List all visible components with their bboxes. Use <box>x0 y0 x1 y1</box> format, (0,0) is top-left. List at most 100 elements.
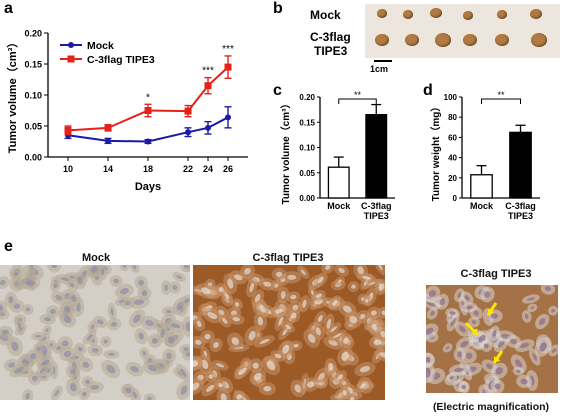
nucleus <box>183 265 189 269</box>
nucleus <box>490 313 499 319</box>
nucleus <box>216 363 225 368</box>
y-tick-label: 0.05 <box>24 122 42 132</box>
nucleus <box>494 383 501 390</box>
nucleus <box>183 347 189 351</box>
scale-bar <box>374 60 392 62</box>
nucleus <box>285 324 292 330</box>
photo-row-label-tipe3-line1: C-3flag <box>310 30 351 44</box>
nucleus <box>30 353 37 359</box>
nucleus <box>307 333 316 343</box>
x-tick-label: 10 <box>63 164 73 174</box>
tumor-sample <box>463 34 477 46</box>
tumor-photo <box>365 4 560 58</box>
nucleus <box>551 309 555 313</box>
nucleus <box>263 281 272 287</box>
nucleus <box>539 318 546 325</box>
category-label: C-3flag <box>505 201 536 211</box>
nucleus <box>471 320 477 325</box>
nucleus <box>449 376 454 380</box>
nucleus <box>342 390 347 396</box>
nucleus <box>465 352 473 360</box>
nucleus <box>70 383 77 392</box>
nucleus <box>510 338 517 345</box>
nucleus <box>2 329 9 335</box>
nucleus <box>172 285 178 291</box>
nucleus <box>263 385 272 392</box>
nucleus <box>55 294 62 301</box>
nucleus <box>0 304 4 311</box>
nucleus <box>361 276 372 280</box>
nucleus <box>483 343 489 349</box>
nucleus <box>359 366 371 373</box>
nucleus <box>147 364 157 372</box>
nucleus <box>231 337 240 345</box>
nucleus <box>145 319 154 327</box>
nucleus <box>63 350 72 357</box>
nucleus <box>379 352 385 359</box>
panel-label-e: e <box>4 238 13 255</box>
nucleus <box>330 326 338 333</box>
nucleus <box>50 308 56 315</box>
nucleus <box>530 306 535 310</box>
nucleus <box>82 391 87 397</box>
nucleus <box>13 272 19 277</box>
nucleus <box>293 343 299 348</box>
tumor-sample <box>463 11 473 20</box>
nucleus <box>337 279 342 283</box>
nucleus <box>97 319 104 325</box>
nucleus <box>238 367 247 376</box>
nucleus <box>70 295 77 303</box>
bar-mock <box>470 174 493 199</box>
y-tick-label: 0 <box>453 194 458 203</box>
y-tick-label: 0.20 <box>299 93 315 102</box>
nucleus <box>120 287 129 295</box>
significance-mark: * <box>146 92 150 103</box>
nucleus <box>287 274 297 280</box>
nucleus <box>465 305 473 310</box>
nucleus <box>8 362 15 368</box>
nucleus <box>520 378 528 385</box>
nucleus <box>110 321 118 327</box>
nucleus <box>77 346 83 352</box>
tumor-sample <box>377 9 387 18</box>
nucleus <box>317 276 324 284</box>
nucleus <box>185 321 190 332</box>
nucleus <box>377 265 383 271</box>
nucleus <box>236 394 242 400</box>
nucleus <box>307 381 315 388</box>
y-tick-label: 0.20 <box>24 29 42 39</box>
nucleus <box>133 299 145 305</box>
histology-image-magnified <box>426 285 558 393</box>
nucleus <box>526 297 536 301</box>
data-point <box>185 129 191 136</box>
nucleus <box>378 283 385 291</box>
nucleus <box>351 284 356 289</box>
nucleus <box>539 342 547 352</box>
nucleus <box>349 315 358 324</box>
nucleus <box>332 333 342 339</box>
bar-tipe3 <box>365 114 388 199</box>
nucleus <box>107 352 115 356</box>
nucleus <box>227 278 234 289</box>
nucleus <box>302 299 307 308</box>
tumor-sample <box>430 8 442 19</box>
nucleus <box>138 332 145 340</box>
histology-image-tipe3 <box>193 265 385 400</box>
nucleus <box>36 346 41 351</box>
nucleus <box>343 337 349 344</box>
nucleus <box>332 299 338 306</box>
tumor-sample <box>405 34 419 46</box>
nucleus <box>544 286 552 292</box>
nucleus <box>551 348 557 353</box>
category-label: TIPE3 <box>508 211 533 221</box>
nucleus <box>43 317 52 322</box>
nucleus <box>203 350 208 357</box>
nucleus <box>337 374 344 380</box>
panel-label-b: b <box>273 0 283 17</box>
nucleus <box>294 384 302 393</box>
y-tick-label: 0.10 <box>299 144 315 153</box>
tumor-sample <box>531 33 547 47</box>
y-tick-label: 0.05 <box>299 169 315 178</box>
tumor-sample <box>403 10 413 19</box>
nucleus <box>141 290 148 297</box>
